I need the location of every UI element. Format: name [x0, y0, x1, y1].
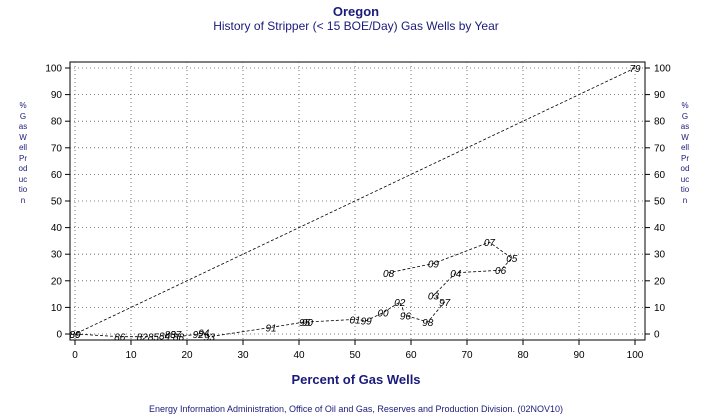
data-point-label: 90	[302, 318, 314, 329]
x-tick-label: 0	[72, 350, 78, 361]
data-point-label: 98	[422, 318, 434, 329]
y-tick-label-right: 20	[654, 276, 666, 287]
data-point-label: 85	[148, 333, 160, 344]
y-tick-label-right: 10	[654, 303, 666, 314]
data-point-label: 95	[299, 318, 311, 329]
y-tick-label-left: 10	[51, 303, 63, 314]
x-tick-label: 30	[237, 350, 249, 361]
data-point-label: 02	[394, 298, 406, 309]
y-tick-label-right: 0	[654, 330, 660, 341]
y-tick-label-left: 0	[56, 330, 62, 341]
chart-title: Oregon	[332, 4, 380, 19]
x-tick-label: 90	[573, 350, 585, 361]
x-tick-label: 40	[293, 350, 305, 361]
data-point-label: 05	[506, 254, 518, 265]
data-point-label: 96	[400, 311, 412, 322]
y-tick-label-right: 50	[654, 197, 666, 208]
data-point-label: 91	[265, 323, 276, 334]
y-tick-label-left: 100	[45, 64, 62, 75]
x-tick-label: 80	[517, 350, 529, 361]
y-tick-label-left: 50	[51, 197, 63, 208]
data-point-label: 07	[484, 238, 496, 249]
data-point-label: 80	[69, 330, 81, 341]
y-tick-label-right: 40	[654, 223, 666, 234]
y-tick-label-right: 60	[654, 170, 666, 181]
data-point-label: 01	[349, 315, 360, 326]
data-point-label: 99	[361, 317, 373, 328]
footer-source: Energy Information Administration, Offic…	[148, 404, 564, 414]
y-tick-label-left: 70	[51, 143, 63, 154]
x-tick-label: 60	[405, 350, 417, 361]
data-point-label: 92	[193, 330, 205, 341]
y-axis-label-right: % Gas Well Production	[680, 101, 690, 205]
data-point-label: 79	[629, 64, 641, 75]
x-tick-label: 100	[627, 350, 644, 361]
y-tick-label-right: 100	[654, 64, 671, 75]
data-point-label: 83	[165, 330, 177, 341]
y-tick-label-right: 30	[654, 250, 666, 261]
data-point-label: 88	[173, 333, 185, 344]
data-point-label: 87	[170, 330, 182, 341]
x-tick-label: 20	[181, 350, 193, 361]
y-tick-label-left: 40	[51, 223, 63, 234]
x-tick-label: 10	[125, 350, 137, 361]
y-tick-label-left: 20	[51, 276, 63, 287]
y-tick-label-left: 90	[51, 90, 63, 101]
data-point-label: 03	[428, 291, 440, 302]
data-point-label: 04	[450, 269, 462, 280]
data-point-label: 93	[204, 333, 216, 344]
series-line	[74, 67, 636, 338]
chart-subtitle: History of Stripper (< 15 BOE/Day) Gas W…	[213, 19, 499, 33]
data-point-label: 84	[159, 331, 171, 342]
data-point-label: 09	[428, 260, 440, 271]
data-point-label: 86	[114, 333, 126, 344]
data-point-label: 82	[137, 333, 149, 344]
y-tick-label-left: 80	[51, 117, 63, 128]
y-tick-label-right: 70	[654, 143, 666, 154]
y-tick-label-right: 80	[654, 117, 666, 128]
data-point-label: 00	[377, 309, 389, 320]
x-axis-label: Percent of Gas Wells	[291, 372, 421, 387]
data-point-label: 97	[439, 298, 451, 309]
data-point-label: 94	[198, 329, 210, 340]
y-axis-label-left: % Gas Well Production	[18, 101, 28, 205]
y-tick-label-left: 60	[51, 170, 63, 181]
y-tick-label-left: 30	[51, 250, 63, 261]
y-tick-label-right: 90	[654, 90, 666, 101]
x-tick-label: 50	[349, 350, 361, 361]
x-tick-label: 70	[461, 350, 473, 361]
data-point-label: 08	[383, 269, 395, 280]
data-point-label: 89	[69, 330, 81, 341]
data-point-label: 06	[495, 266, 507, 277]
